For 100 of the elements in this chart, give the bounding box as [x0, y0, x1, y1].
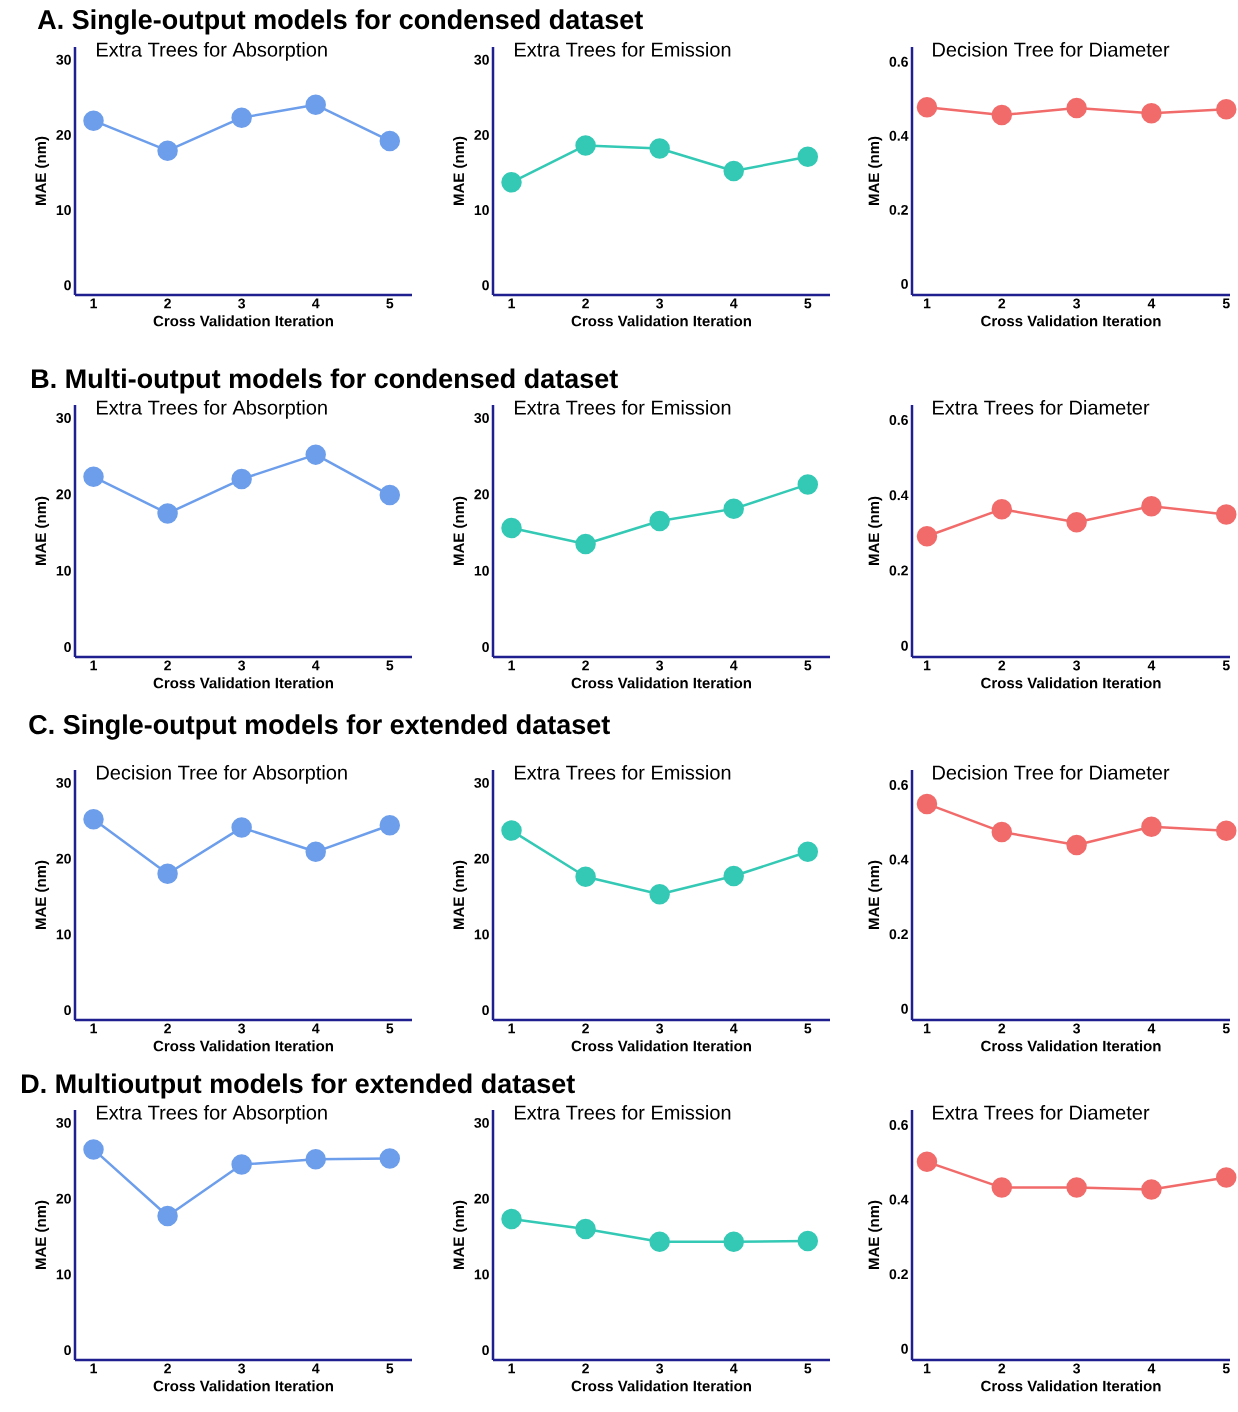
x-tick-label: 1	[923, 1363, 931, 1374]
point	[575, 135, 596, 156]
y-tick-label: 0.2	[889, 204, 908, 215]
y-tick-label: 0	[64, 1345, 71, 1356]
x-tick-label: 1	[508, 298, 516, 309]
point	[305, 444, 326, 465]
point	[83, 110, 104, 131]
y-tick-label: 10	[56, 565, 71, 576]
y-tick-label: 0	[482, 280, 489, 291]
x-tick-label: 1	[508, 660, 516, 671]
x-tick-label: 5	[386, 298, 394, 309]
point	[157, 863, 178, 885]
y-tick-label: 0	[901, 1003, 908, 1014]
y-tick-label: 10	[56, 205, 71, 216]
point	[1216, 1167, 1237, 1188]
point	[575, 1218, 596, 1240]
chart-title: Extra Trees for Absorption	[97, 400, 327, 419]
point	[1066, 512, 1087, 533]
point	[379, 484, 401, 506]
x-axis-title: Cross Validation Iteration	[571, 677, 751, 689]
x-tick-label: 3	[238, 1363, 246, 1374]
x-axis-title: Cross Validation Iteration	[571, 1380, 751, 1392]
x-tick-label: 3	[238, 298, 246, 309]
x-tick-label: 4	[1147, 298, 1156, 309]
y-axis-title: MAE (nm)	[35, 136, 50, 205]
y-axis-title: MAE (nm)	[453, 496, 468, 565]
chart-title: Extra Trees for Emission	[515, 400, 731, 415]
point	[797, 841, 819, 863]
x-axis-title: Cross Validation Iteration	[981, 315, 1161, 327]
point	[305, 1148, 326, 1170]
x-tick-label: 5	[386, 1023, 394, 1034]
point	[157, 140, 178, 161]
x-axis-title: Cross Validation Iteration	[153, 1380, 333, 1392]
y-tick-label: 30	[56, 412, 71, 423]
y-tick-label: 0.4	[889, 1194, 909, 1205]
x-axis-title: Cross Validation Iteration	[571, 1040, 751, 1052]
point	[231, 1154, 252, 1175]
x-tick-label: 3	[1073, 298, 1080, 309]
y-tick-label: 0.2	[889, 1269, 908, 1280]
point	[83, 1139, 104, 1160]
point	[1141, 495, 1162, 517]
x-tick-label: 2	[164, 1023, 171, 1034]
y-tick-label: 0	[901, 278, 908, 289]
y-tick-label: 20	[474, 853, 489, 864]
chart-title: Extra Trees for Emission	[515, 765, 731, 780]
chart-title: Decision Tree for Absorption	[97, 765, 347, 784]
x-tick-label: 2	[998, 1023, 1006, 1034]
x-tick-label: 3	[1073, 660, 1080, 671]
point	[649, 1231, 670, 1253]
x-tick-label: 1	[90, 660, 98, 671]
y-tick-label: 20	[56, 129, 71, 140]
y-axis-title: MAE (nm)	[453, 136, 468, 205]
point	[231, 817, 252, 838]
point	[1066, 1177, 1087, 1198]
x-tick-label: 5	[1222, 1023, 1230, 1034]
x-tick-label: 4	[312, 1023, 320, 1034]
point	[649, 510, 670, 532]
x-tick-label: 5	[1222, 660, 1230, 671]
y-tick-label: 10	[474, 565, 489, 576]
x-tick-label: 4	[730, 1023, 738, 1034]
text: A. Single-output models for condensed dataset	[37, 9, 643, 35]
y-tick-label: 10	[474, 205, 489, 216]
point	[575, 533, 596, 555]
x-tick-label: 5	[1222, 1363, 1230, 1374]
x-tick-label: 2	[582, 1363, 589, 1374]
x-tick-label: 5	[804, 298, 812, 309]
x-tick-label: 2	[582, 1023, 589, 1034]
y-tick-label: 30	[474, 54, 489, 65]
point	[797, 474, 819, 495]
y-tick-label: 0.4	[889, 854, 909, 865]
chart-title: Extra Trees for Emission	[515, 1105, 731, 1120]
point	[231, 468, 252, 490]
x-tick-label: 1	[90, 1023, 98, 1034]
point	[1216, 504, 1237, 525]
point	[723, 498, 744, 520]
y-tick-label: 0.6	[889, 415, 908, 425]
point	[991, 821, 1013, 843]
point	[501, 517, 522, 539]
y-tick-label: 0.2	[889, 929, 908, 940]
x-tick-label: 4	[1147, 1363, 1156, 1374]
x-tick-label: 2	[164, 1363, 171, 1374]
x-tick-label: 1	[90, 1363, 98, 1374]
y-tick-label: 20	[56, 1193, 71, 1204]
x-tick-label: 3	[1073, 1023, 1080, 1034]
y-tick-label: 0	[64, 642, 71, 653]
x-tick-label: 2	[164, 660, 171, 671]
chart-title: Extra Trees for Diameter	[933, 400, 1150, 415]
x-axis-title: Cross Validation Iteration	[153, 1040, 333, 1052]
y-tick-label: 30	[56, 1117, 71, 1128]
x-axis-title: Cross Validation Iteration	[153, 315, 333, 327]
x-tick-label: 2	[582, 298, 589, 309]
y-tick-label: 0	[64, 280, 71, 291]
x-tick-label: 5	[386, 1363, 394, 1374]
y-tick-label: 20	[56, 853, 71, 864]
x-tick-label: 4	[730, 298, 738, 309]
y-tick-label: 0	[64, 1005, 71, 1016]
y-tick-label: 10	[56, 1269, 71, 1280]
x-tick-label: 1	[508, 1023, 516, 1034]
y-axis-title: MAE (nm)	[35, 1200, 50, 1269]
y-tick-label: 0.6	[889, 779, 908, 790]
